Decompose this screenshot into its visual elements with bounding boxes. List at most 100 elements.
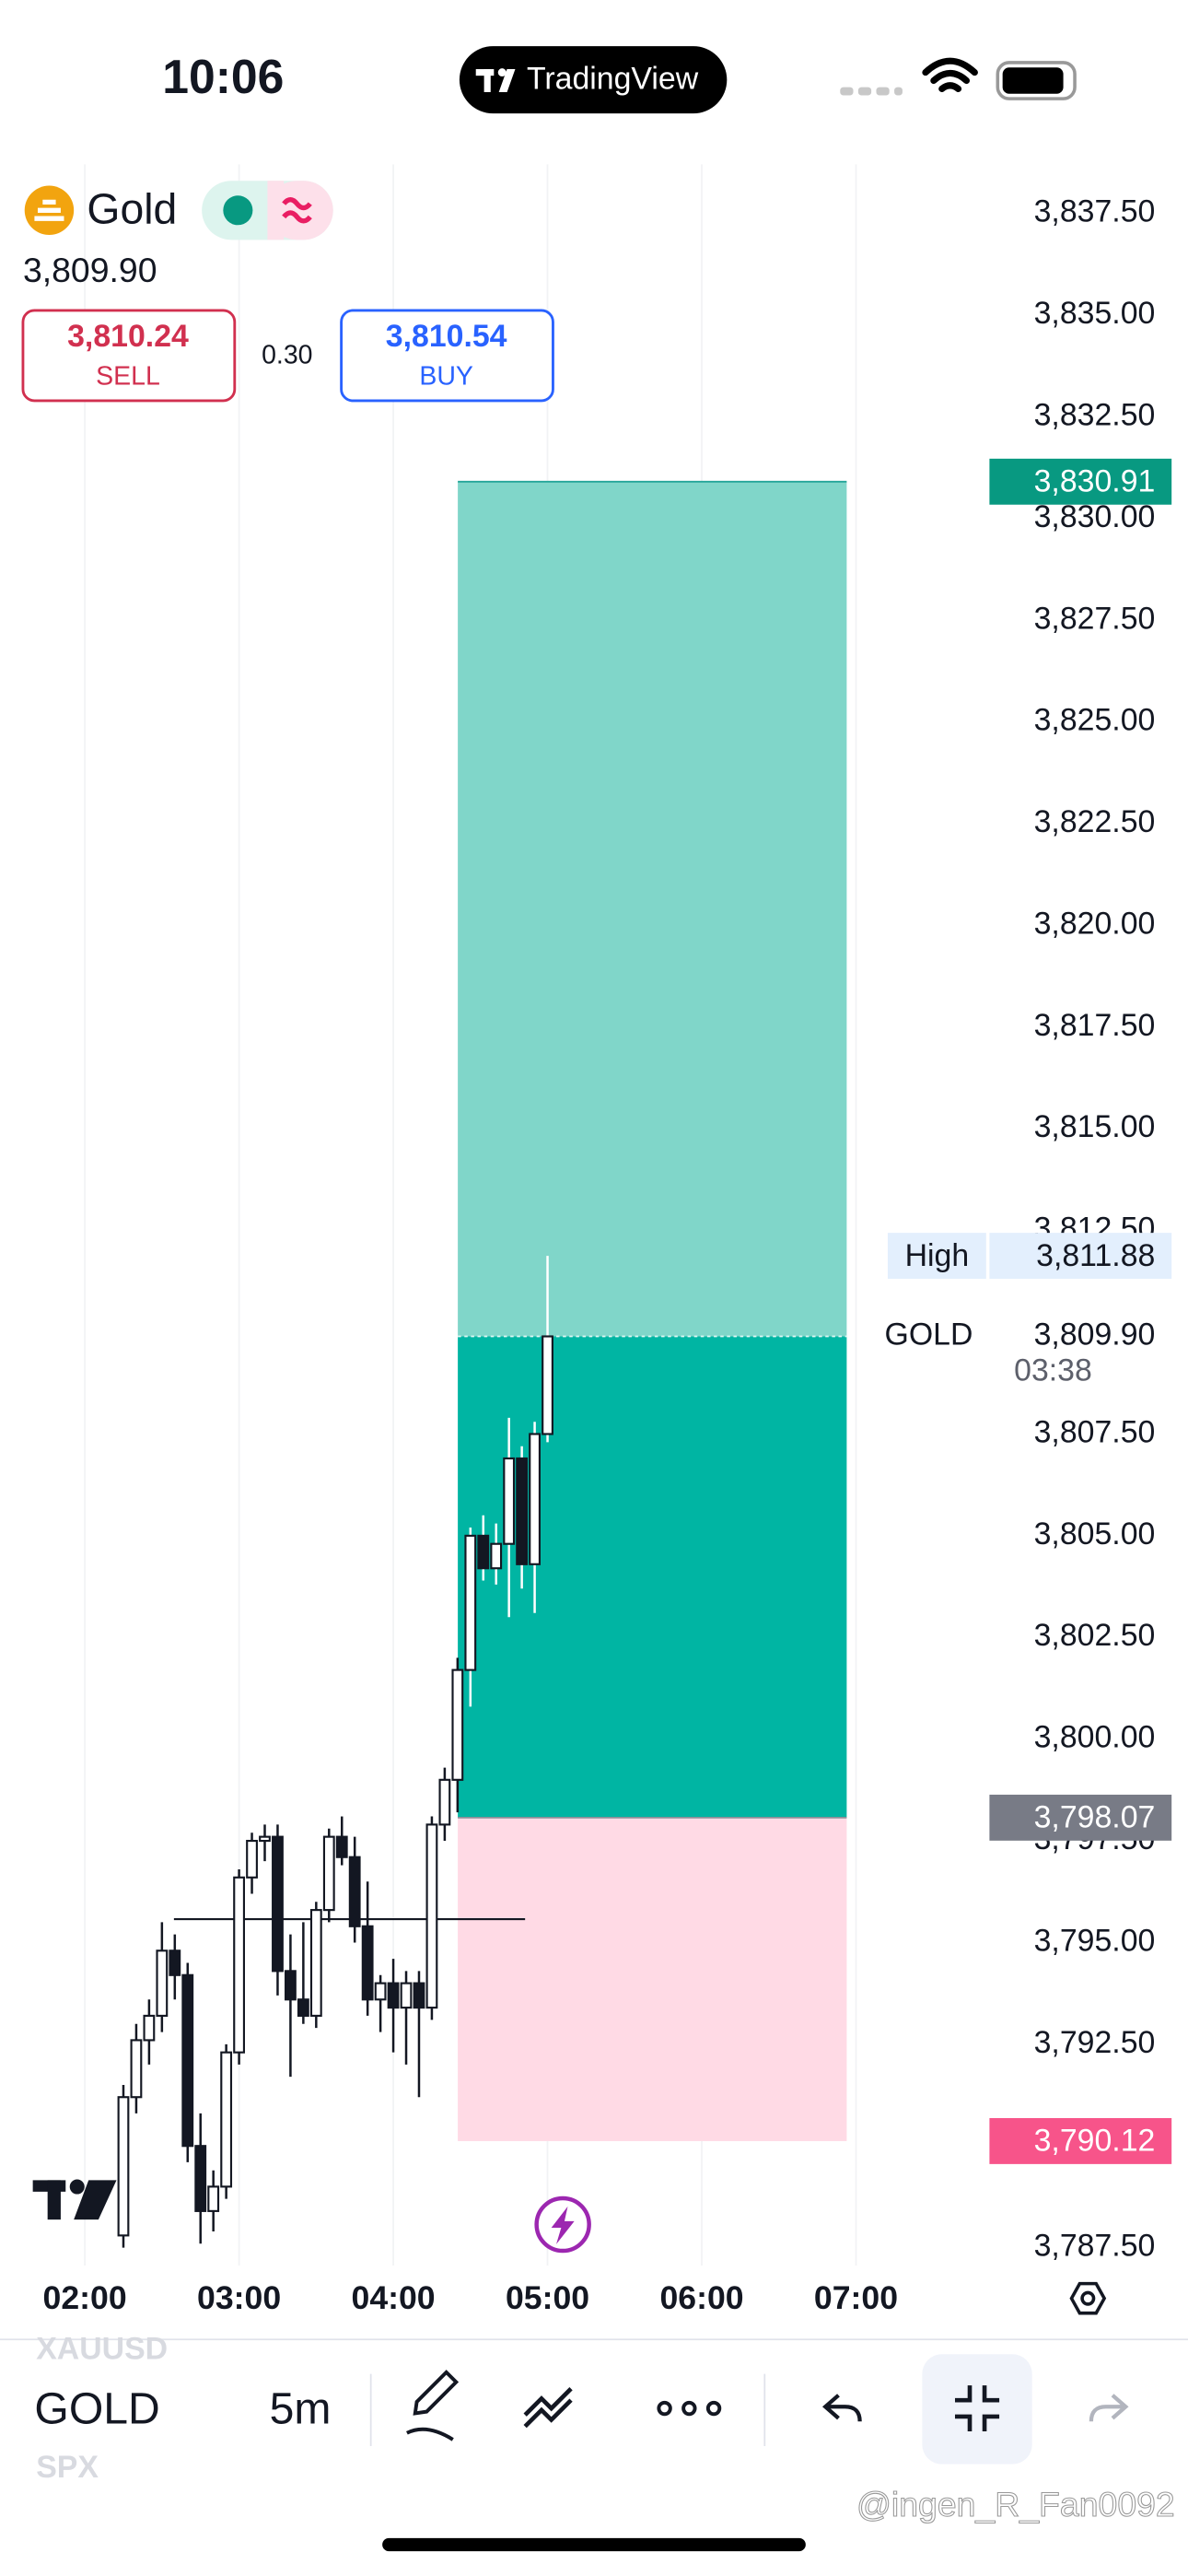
status-pill-join: [267, 181, 285, 240]
compare-symbol: XAUUSD: [36, 2332, 168, 2367]
entry-badge: [989, 1794, 1172, 1841]
chart-background: [84, 164, 857, 2266]
tv-logo-small: [475, 68, 516, 92]
buy-label: BUY: [419, 362, 473, 392]
undo-button[interactable]: [821, 2394, 862, 2422]
candle-body: [361, 1925, 374, 2001]
profit-zone-remaining: [458, 481, 847, 1337]
candle-body: [503, 1457, 516, 1545]
y-tick-label: 3,787.50: [1034, 2229, 1156, 2264]
candle-body: [220, 2051, 233, 2188]
candle-body: [207, 2185, 220, 2212]
app-name: TradingView: [527, 61, 699, 96]
candle-body: [451, 1669, 464, 1781]
y-tick-label: 3,802.50: [1034, 1618, 1156, 1653]
candle-body: [309, 1909, 322, 2017]
battery-icon: [996, 61, 1077, 100]
high-badge: [989, 1233, 1172, 1280]
home-indicator: [382, 2537, 806, 2552]
candle-body: [233, 1876, 246, 2054]
candle-body: [285, 1970, 297, 2001]
last-price: 3,809.90: [23, 251, 157, 289]
interval-button[interactable]: 5m: [270, 2383, 332, 2433]
wifi-icon: [922, 57, 978, 92]
x-tick-label: 04:00: [352, 2279, 436, 2316]
y-tick-label: 3,827.50: [1034, 601, 1156, 636]
sell-price: 3,810.24: [67, 319, 189, 354]
candle-body: [335, 1835, 348, 1858]
candle-body: [542, 1335, 553, 1435]
entry-badge-label: 3,798.07: [1034, 1800, 1156, 1835]
bar-countdown: 03:38: [1014, 1353, 1092, 1388]
delayed-icon: [282, 197, 312, 224]
candle-body: [181, 1973, 194, 2148]
candle-body: [143, 2014, 156, 2042]
y-tick-label: 3,837.50: [1034, 194, 1156, 229]
y-tick-label: 3,815.00: [1034, 1109, 1156, 1144]
x-tick-label: 03:00: [197, 2279, 281, 2316]
profit-zone-realized: [458, 1336, 847, 1818]
candle-body: [425, 1823, 438, 2009]
settings-icon: [1080, 2290, 1096, 2306]
y-tick-label: 3,795.00: [1034, 1923, 1156, 1958]
last-name: GOLD: [885, 1317, 973, 1352]
watermark: @ingen_R_Fan0092: [856, 2485, 1175, 2523]
stop-zone: [458, 1817, 847, 2141]
tv-watermark-logo: [32, 2179, 117, 2220]
symbol-name: Gold: [87, 184, 177, 232]
y-tick-label: 3,835.00: [1034, 296, 1156, 331]
stop-badge-label: 3,790.12: [1034, 2124, 1156, 2159]
y-tick-label: 3,822.50: [1034, 804, 1156, 839]
target-badge: [989, 458, 1172, 505]
market-open-dot: [223, 195, 253, 226]
app-pill: [459, 46, 728, 114]
candle-body: [130, 2039, 143, 2099]
sell-button[interactable]: [21, 309, 237, 403]
candle-body: [477, 1534, 490, 1570]
trend-tools-button[interactable]: [523, 2387, 573, 2429]
draw-button[interactable]: [406, 2370, 460, 2441]
candle-body: [464, 1534, 477, 1671]
settings-button[interactable]: [1069, 2281, 1107, 2315]
last-price-label: 3,809.90: [1034, 1317, 1156, 1352]
candle-body: [297, 1998, 309, 2017]
signal-icon: [840, 87, 903, 96]
y-tick-label: 3,820.00: [1034, 906, 1156, 941]
candle-body: [194, 2145, 207, 2212]
fullscreen-button[interactable]: [922, 2354, 1032, 2465]
buy-button[interactable]: [340, 309, 554, 403]
candle-body: [259, 1835, 271, 1843]
candle-body: [272, 1835, 284, 1973]
high-badge-label: 3,811.88: [1036, 1238, 1155, 1273]
y-tick-label: 3,832.50: [1034, 398, 1156, 433]
high-name-badge: [887, 1233, 986, 1280]
buy-price: 3,810.54: [386, 319, 507, 354]
y-tick-label: 3,830.00: [1034, 499, 1156, 534]
high-name: High: [905, 1238, 970, 1273]
candle-body: [438, 1778, 451, 1826]
last-price-badge: [989, 1313, 1172, 1396]
candle-body: [400, 1982, 413, 2009]
y-tick-label: 3,800.00: [1034, 1720, 1156, 1755]
candle-body: [413, 1982, 425, 2009]
candle-body: [529, 1433, 542, 1565]
toolbar-symbol[interactable]: GOLD: [34, 2383, 159, 2433]
x-tick-label: 02:00: [43, 2279, 127, 2316]
candle-body: [348, 1856, 361, 1927]
candle-body: [374, 1982, 387, 2001]
candle-body: [516, 1457, 529, 1565]
y-tick-label: 3,825.00: [1034, 703, 1156, 738]
more-button[interactable]: [657, 2400, 722, 2417]
candle-body: [156, 1950, 169, 2017]
clock: 10:06: [162, 50, 284, 103]
compare-symbol: SPX: [36, 2450, 99, 2485]
candle-body: [322, 1835, 335, 1912]
redo-button[interactable]: [1089, 2394, 1129, 2422]
y-tick-label: 3,817.50: [1034, 1008, 1156, 1043]
target-badge-label: 3,830.91: [1034, 464, 1156, 499]
x-tick-label: 06:00: [659, 2279, 743, 2316]
candle-body: [387, 1982, 400, 2009]
fullscreen-icon: [954, 2385, 1000, 2432]
